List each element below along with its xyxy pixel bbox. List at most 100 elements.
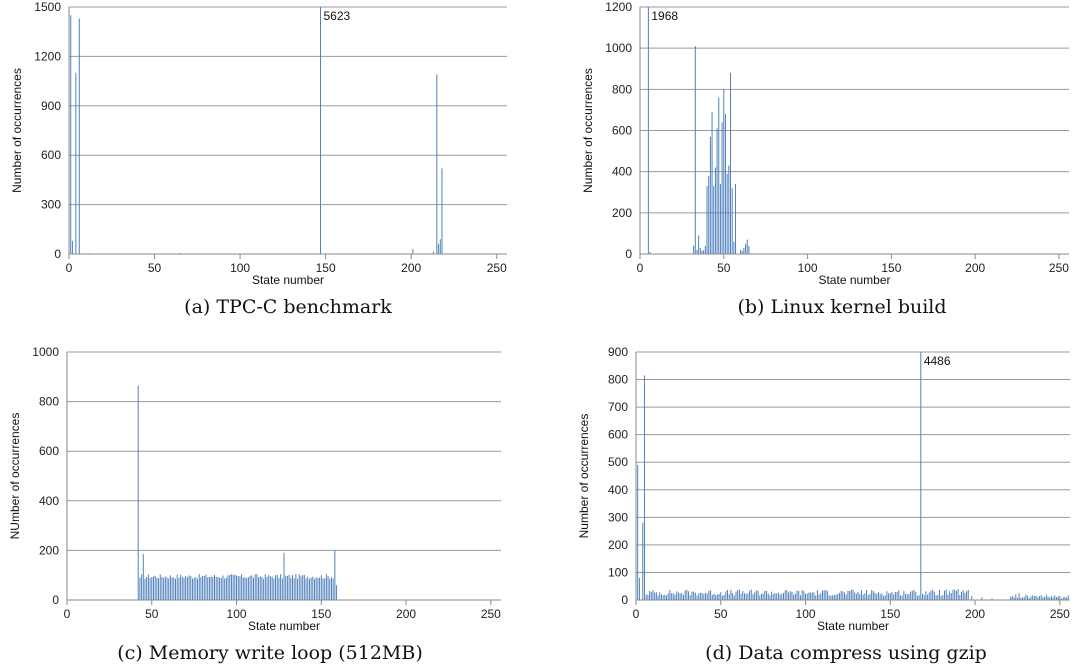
bar	[293, 578, 295, 600]
bar	[291, 575, 293, 600]
bar	[152, 576, 154, 600]
bar	[183, 577, 185, 600]
bar	[320, 575, 322, 600]
bar	[1042, 597, 1044, 600]
bar	[850, 589, 852, 600]
bar	[224, 578, 226, 600]
bar	[1018, 593, 1020, 600]
bar	[889, 593, 891, 600]
bar	[744, 593, 745, 600]
bar	[872, 590, 874, 600]
bar	[746, 239, 748, 254]
bar	[1033, 596, 1035, 600]
bar	[654, 592, 656, 600]
bar	[920, 352, 922, 600]
bar	[193, 578, 195, 600]
bar	[225, 577, 227, 600]
bar	[283, 552, 285, 600]
bar	[322, 578, 324, 600]
bar	[840, 590, 842, 600]
bar	[1044, 597, 1046, 600]
y-tick-label: 300	[608, 510, 628, 524]
peak-value-label: 4486	[924, 354, 951, 368]
bar	[432, 251, 434, 254]
bar	[721, 122, 723, 255]
x-tick-label: 100	[227, 607, 247, 621]
bar	[911, 590, 913, 600]
bar	[324, 578, 326, 600]
bar	[1010, 596, 1012, 600]
bar	[319, 577, 321, 600]
bar	[236, 575, 238, 600]
bar	[701, 250, 703, 254]
y-axis-title: Number of occurrences	[10, 68, 24, 193]
bar	[696, 595, 698, 600]
x-tick-label: 50	[717, 261, 731, 275]
bar	[676, 591, 678, 600]
bar	[234, 574, 236, 600]
x-tick-label: 150	[880, 607, 900, 621]
bar	[694, 592, 696, 600]
bar	[137, 385, 139, 600]
y-tick-label: 900	[41, 99, 61, 113]
bar	[699, 592, 701, 600]
y-tick-label: 800	[612, 82, 632, 96]
bar	[764, 591, 766, 600]
x-tick-label: 150	[316, 261, 336, 275]
bar	[308, 578, 310, 600]
bar	[281, 578, 283, 600]
bar	[738, 589, 740, 600]
bar	[932, 589, 934, 600]
bar	[710, 590, 712, 600]
bar	[893, 594, 895, 600]
bar	[915, 592, 917, 600]
bar	[741, 250, 743, 254]
bar	[777, 592, 779, 600]
x-tick-label: 150	[311, 607, 331, 621]
bar	[166, 577, 168, 600]
bar	[159, 574, 161, 600]
bar	[1055, 597, 1057, 600]
bar	[175, 578, 176, 600]
y-tick-label: 200	[612, 206, 632, 220]
bar	[310, 577, 312, 600]
bar	[767, 593, 769, 600]
x-tick-label: 50	[148, 261, 162, 275]
bar	[659, 592, 661, 600]
chart-b: 0 200 400 600 800 1000 1200 0 50 100 150 200 250 Stat…	[581, 0, 1069, 287]
bar	[730, 589, 732, 600]
bar	[933, 591, 935, 600]
bar	[747, 593, 749, 600]
chart-caption: (b) Linux kernel build	[737, 296, 947, 318]
bar	[78, 18, 80, 254]
bar	[857, 591, 859, 600]
bar	[733, 241, 735, 254]
bar	[1047, 596, 1049, 600]
bar	[247, 577, 249, 600]
y-tick-label: 200	[608, 538, 628, 552]
bar	[754, 592, 756, 600]
x-tick-label: 0	[64, 607, 71, 621]
bar	[905, 593, 907, 600]
bar	[820, 593, 822, 600]
bar	[681, 593, 683, 600]
bar	[799, 595, 801, 600]
bar	[772, 594, 774, 600]
bar	[171, 577, 173, 600]
bar	[1052, 597, 1054, 600]
bar	[185, 576, 187, 600]
bar	[855, 593, 857, 600]
bar	[212, 576, 214, 600]
bar	[821, 590, 823, 600]
bar	[436, 74, 438, 254]
bar	[317, 578, 319, 600]
bar	[669, 589, 671, 600]
bar	[981, 597, 983, 600]
bar	[219, 577, 221, 600]
bar	[258, 577, 260, 600]
bar	[305, 578, 307, 600]
bar	[859, 594, 861, 600]
bar	[1030, 596, 1032, 600]
y-tick-label: 1500	[34, 0, 61, 14]
bar	[286, 575, 288, 600]
